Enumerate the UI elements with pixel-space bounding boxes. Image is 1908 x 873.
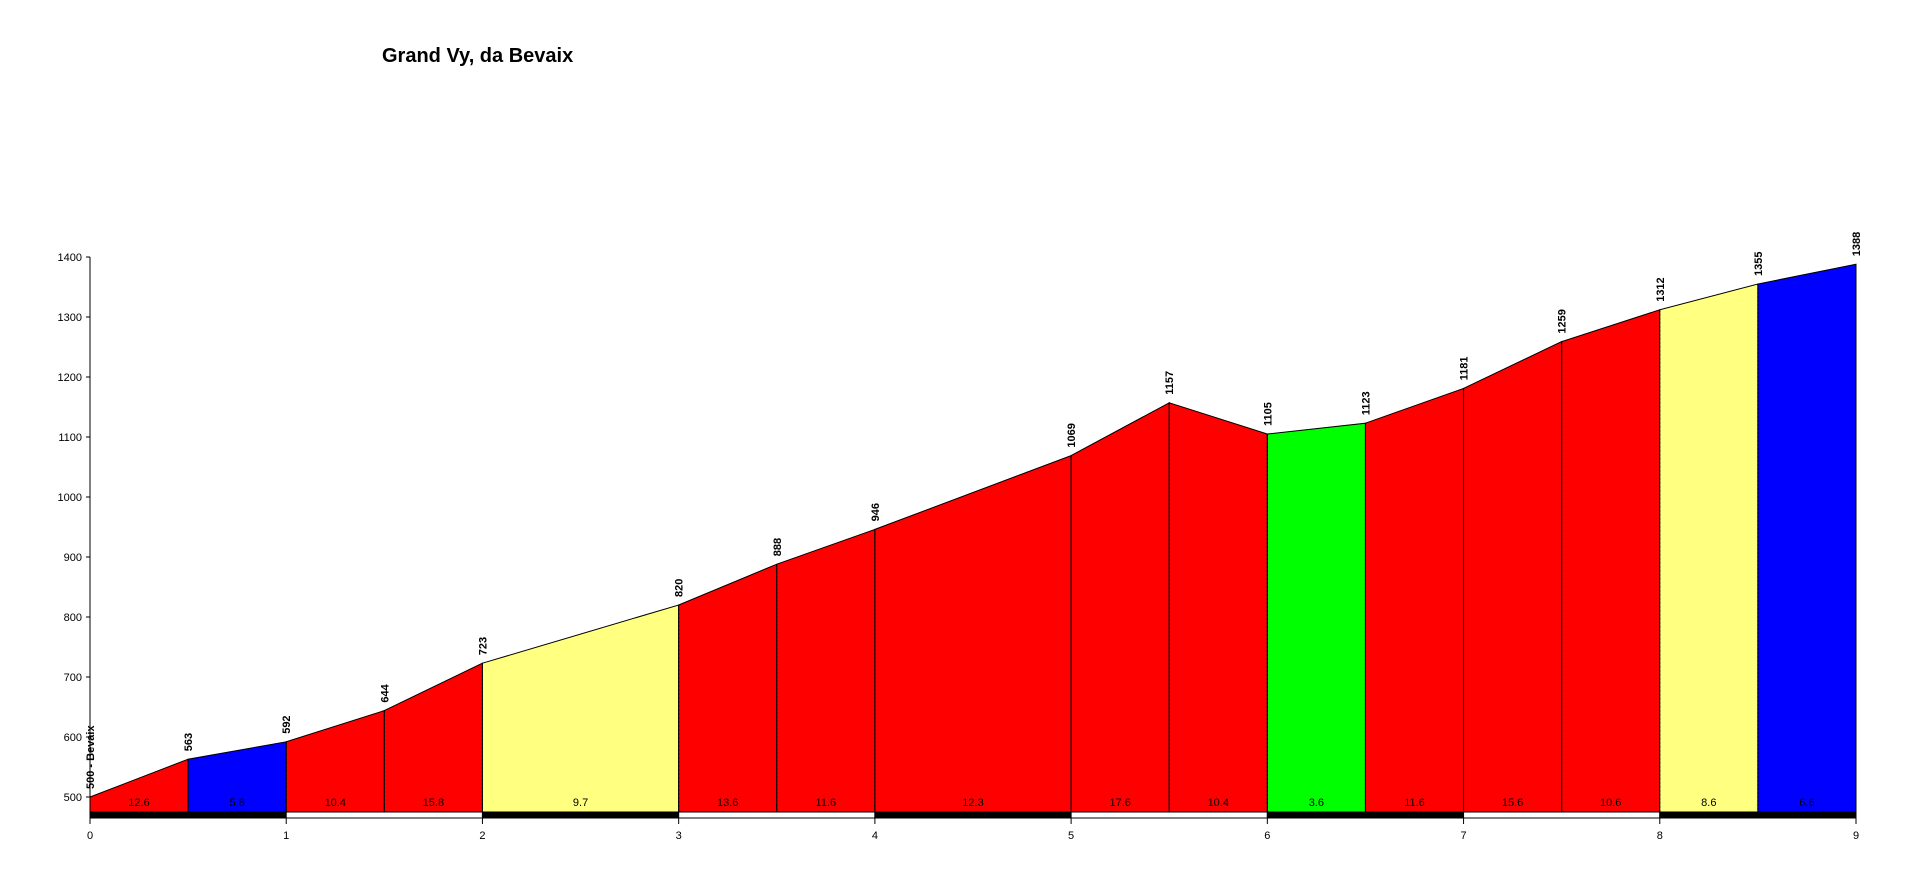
value-label: 888 — [772, 538, 784, 556]
km-band — [1070, 811, 1268, 819]
segment — [1364, 387, 1465, 813]
gradient-label: 3.6 — [1309, 797, 1324, 809]
gradient-label: 8.6 — [1701, 797, 1716, 809]
value-label: 1355 — [1753, 252, 1765, 276]
gradient-label: 11.6 — [1404, 797, 1425, 809]
value-label: 1259 — [1557, 309, 1569, 333]
km-band — [481, 811, 680, 819]
km-band — [1463, 811, 1661, 819]
x-tick-label: 9 — [1853, 830, 1859, 842]
value-label: 820 — [674, 579, 686, 597]
y-tick-label: 1300 — [58, 312, 82, 324]
x-tick-label: 5 — [1068, 830, 1074, 842]
x-tick-label: 3 — [676, 830, 682, 842]
gradient-label: 11.6 — [816, 797, 837, 809]
gradient-label: 5.8 — [230, 797, 245, 809]
value-label: 1069 — [1066, 423, 1078, 447]
km-band — [678, 811, 876, 819]
km-band — [874, 811, 1072, 819]
value-label: 563 — [183, 733, 195, 751]
y-tick-label: 500 — [64, 792, 82, 804]
chart-title: Grand Vy, da Bevaix — [382, 45, 573, 67]
gradient-label: 13.6 — [717, 797, 738, 809]
y-tick-label: 1100 — [58, 432, 82, 444]
y-tick-label: 900 — [64, 552, 82, 564]
segment — [1266, 422, 1366, 813]
km-band — [1266, 811, 1465, 819]
value-label: 723 — [477, 637, 489, 655]
x-tick-label: 2 — [479, 830, 485, 842]
segment — [776, 528, 876, 813]
segment — [1463, 340, 1563, 813]
gradient-label: 10.4 — [325, 797, 346, 809]
gradient-label: 6.6 — [1799, 797, 1814, 809]
gradient-label: 15.6 — [1502, 797, 1523, 809]
segment — [1168, 402, 1268, 813]
y-tick-label: 1200 — [58, 372, 82, 384]
segment — [1659, 283, 1759, 813]
value-label: 1181 — [1459, 357, 1471, 381]
y-tick-label: 1400 — [58, 252, 82, 264]
value-label: 1123 — [1360, 391, 1372, 415]
gradient-label: 12.6 — [128, 797, 149, 809]
y-tick-label: 800 — [64, 612, 82, 624]
x-tick-label: 8 — [1657, 830, 1663, 842]
segment — [1561, 309, 1661, 813]
segment — [1757, 263, 1857, 813]
km-band — [89, 811, 287, 819]
y-tick-label: 600 — [64, 732, 82, 744]
value-label: 946 — [870, 503, 882, 521]
gradient-label: 17.6 — [1109, 797, 1130, 809]
segment — [1070, 401, 1170, 813]
value-label: 1157 — [1164, 371, 1176, 395]
km-band — [285, 811, 483, 819]
x-tick-label: 6 — [1264, 830, 1270, 842]
segment — [874, 454, 1072, 813]
segment — [678, 563, 778, 813]
gradient-label: 10.6 — [1600, 797, 1621, 809]
y-tick-label: 1000 — [58, 492, 82, 504]
gradient-label: 15.8 — [423, 797, 444, 809]
value-label: 500 - Bevaix — [85, 725, 97, 789]
value-label: 1388 — [1851, 232, 1863, 256]
value-label: 644 — [379, 683, 391, 702]
km-band — [1659, 811, 1857, 819]
segment — [481, 604, 680, 813]
x-tick-label: 0 — [87, 830, 93, 842]
value-label: 592 — [281, 715, 293, 733]
value-label: 1312 — [1655, 277, 1667, 301]
x-tick-label: 4 — [872, 830, 878, 842]
value-label: 1105 — [1262, 402, 1274, 426]
x-tick-label: 7 — [1460, 830, 1466, 842]
gradient-label: 9.7 — [573, 797, 588, 809]
segment — [383, 662, 483, 813]
x-tick-label: 1 — [283, 830, 289, 842]
gradient-label: 10.4 — [1208, 797, 1229, 809]
y-tick-label: 700 — [64, 672, 82, 684]
gradient-label: 12.3 — [962, 797, 983, 809]
